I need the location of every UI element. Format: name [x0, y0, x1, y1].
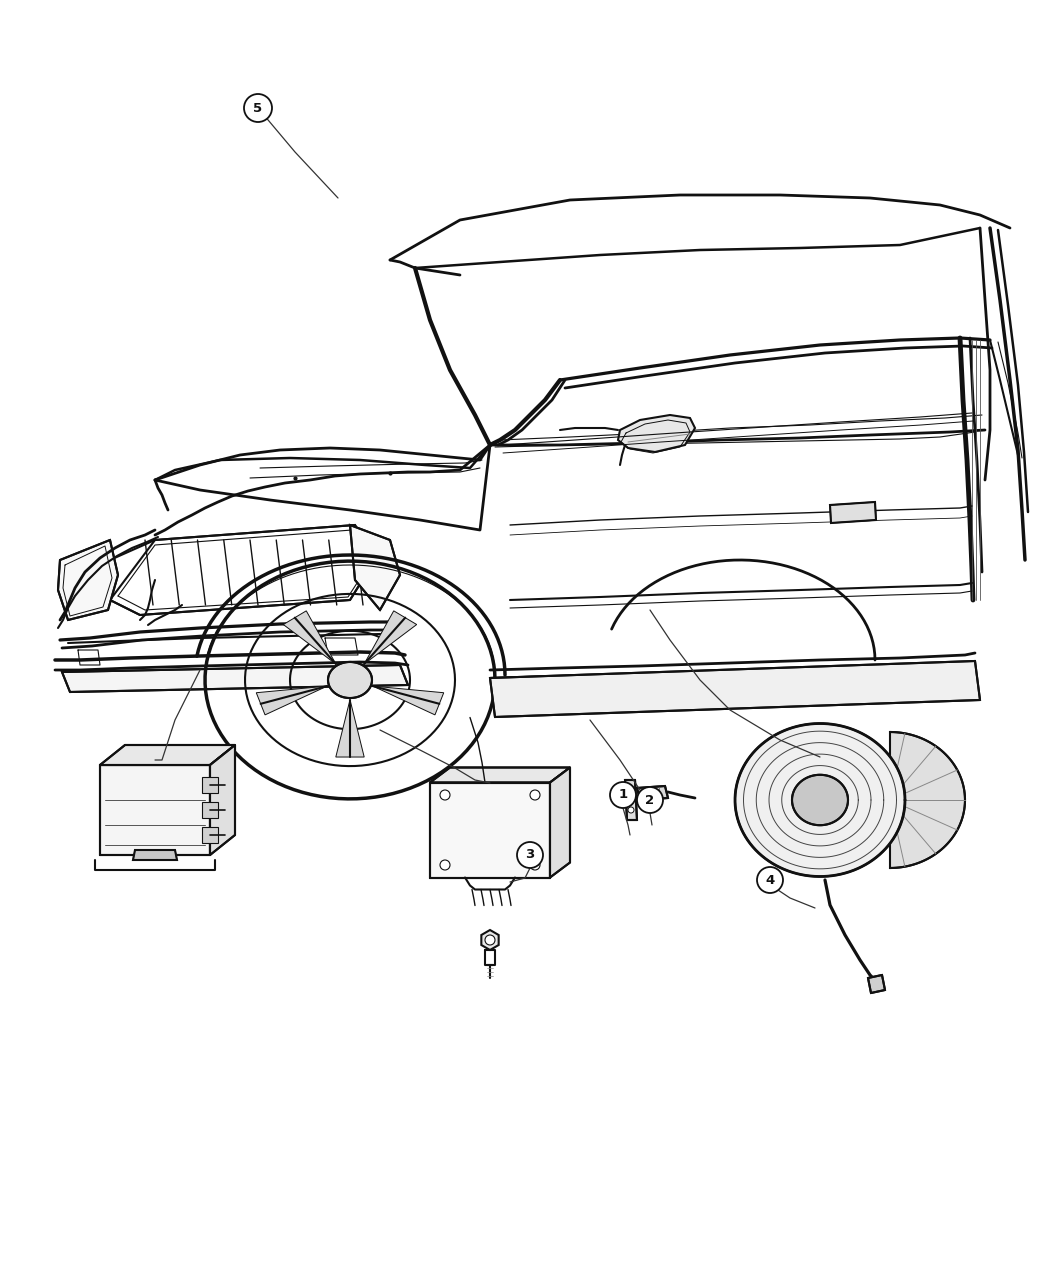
Polygon shape	[58, 541, 118, 620]
Polygon shape	[625, 780, 637, 820]
Circle shape	[628, 807, 634, 813]
Circle shape	[530, 790, 540, 799]
Polygon shape	[336, 700, 364, 757]
Bar	[202, 827, 218, 843]
Text: 3: 3	[525, 848, 534, 862]
Polygon shape	[284, 611, 336, 664]
Bar	[202, 776, 218, 793]
Circle shape	[757, 867, 783, 892]
Polygon shape	[256, 686, 328, 715]
Polygon shape	[481, 929, 499, 950]
Polygon shape	[637, 785, 668, 799]
Text: 5: 5	[253, 102, 262, 115]
Polygon shape	[100, 765, 210, 856]
Polygon shape	[364, 611, 417, 664]
Polygon shape	[133, 850, 177, 861]
Polygon shape	[430, 768, 570, 783]
Text: 2: 2	[646, 793, 654, 807]
Polygon shape	[110, 525, 375, 615]
Circle shape	[530, 861, 540, 870]
Polygon shape	[62, 666, 408, 692]
Circle shape	[244, 94, 272, 122]
Polygon shape	[890, 732, 965, 868]
Circle shape	[628, 787, 634, 793]
Polygon shape	[830, 502, 876, 523]
Polygon shape	[100, 745, 235, 765]
Circle shape	[517, 842, 543, 868]
Polygon shape	[868, 975, 885, 993]
Circle shape	[440, 790, 450, 799]
Circle shape	[637, 787, 663, 813]
Text: 4: 4	[765, 873, 775, 886]
Polygon shape	[350, 525, 400, 609]
Polygon shape	[373, 686, 444, 715]
Polygon shape	[735, 723, 905, 876]
Polygon shape	[430, 783, 550, 877]
Circle shape	[610, 782, 636, 808]
Circle shape	[485, 935, 495, 945]
Bar	[202, 802, 218, 819]
Polygon shape	[792, 775, 848, 825]
Polygon shape	[618, 414, 695, 453]
Circle shape	[440, 861, 450, 870]
Polygon shape	[210, 745, 235, 856]
Text: 1: 1	[618, 788, 628, 802]
Polygon shape	[328, 662, 372, 697]
Polygon shape	[490, 660, 980, 717]
Polygon shape	[550, 768, 570, 877]
